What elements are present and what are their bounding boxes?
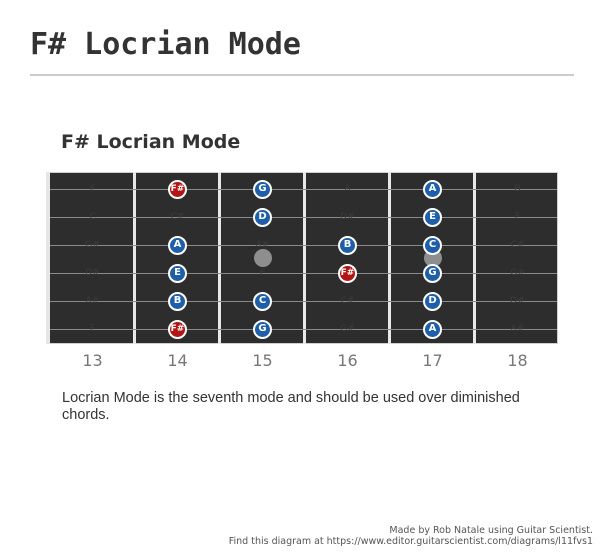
- credits: Made by Rob Natale using Guitar Scientis…: [229, 525, 593, 547]
- guitar-string: [50, 217, 557, 218]
- diagram-caption: Locrian Mode is the seventh mode and sho…: [62, 390, 520, 423]
- scale-note-marker: A: [423, 179, 442, 199]
- title-divider: [30, 74, 574, 76]
- guitar-string: [50, 245, 557, 246]
- scale-note-marker: G: [253, 319, 272, 339]
- ghost-note-label: F: [89, 324, 96, 334]
- credits-link[interactable]: Find this diagram at https://www.editor.…: [228, 536, 593, 547]
- fret-number-label: 18: [507, 351, 528, 370]
- scale-note-marker: G: [253, 179, 272, 199]
- ghost-note-label: A#: [85, 296, 100, 306]
- ghost-note-label: G#: [85, 240, 100, 250]
- fret-wire: [473, 172, 476, 344]
- scale-note-marker: B: [338, 235, 357, 255]
- fret-wire: [303, 172, 306, 344]
- ghost-note-label: D#: [510, 296, 525, 306]
- ghost-note-label: B: [514, 184, 521, 194]
- fret-wire: [218, 172, 221, 344]
- diagram-title: F# Locrian Mode: [61, 131, 241, 153]
- ghost-note-label: D#: [85, 268, 100, 278]
- ghost-note-label: A#: [255, 240, 270, 250]
- root-note-marker: F#: [168, 319, 187, 339]
- scale-note-marker: C: [423, 235, 442, 255]
- fret-wire: [133, 172, 136, 344]
- ghost-note-label: F: [89, 184, 96, 194]
- fret-number-label: 16: [337, 351, 358, 370]
- fret-number-label: 14: [167, 351, 188, 370]
- guitar-string: [50, 189, 557, 190]
- root-note-marker: F#: [338, 263, 357, 283]
- page-title: F# Locrian Mode: [30, 27, 301, 62]
- scale-note-marker: A: [168, 235, 187, 255]
- scale-note-marker: B: [168, 291, 187, 311]
- fretboard: [46, 172, 558, 344]
- ghost-note-label: G#: [510, 268, 525, 278]
- scale-note-marker: C: [253, 291, 272, 311]
- ghost-note-label: C#: [510, 240, 525, 250]
- fret-wire: [388, 172, 391, 344]
- guitar-string: [50, 301, 557, 302]
- ghost-note-label: F: [514, 212, 521, 222]
- ghost-note-label: F: [259, 268, 266, 278]
- ghost-note-label: A: [344, 184, 351, 194]
- ghost-note-label: C: [89, 212, 96, 222]
- scale-note-marker: E: [423, 207, 442, 227]
- fret-number-label: 17: [422, 351, 443, 370]
- fret-number-label: 15: [252, 351, 273, 370]
- scale-note-marker: G: [423, 263, 442, 283]
- ghost-note-label: A#: [510, 324, 525, 334]
- guitar-string: [50, 273, 557, 274]
- fretboard-nut: [46, 172, 50, 344]
- ghost-note-label: G#: [340, 324, 355, 334]
- scale-note-marker: A: [423, 319, 442, 339]
- fret-inlay-dot: [253, 249, 272, 267]
- guitar-string: [50, 329, 557, 330]
- scale-note-marker: D: [423, 291, 442, 311]
- fret-number-label: 13: [82, 351, 103, 370]
- ghost-note-label: C#: [170, 212, 185, 222]
- ghost-note-label: C#: [340, 296, 355, 306]
- credits-author: Made by Rob Natale using Guitar Scientis…: [389, 525, 593, 536]
- scale-note-marker: E: [168, 263, 187, 283]
- root-note-marker: F#: [168, 179, 187, 199]
- ghost-note-label: D#: [340, 212, 355, 222]
- scale-note-marker: D: [253, 207, 272, 227]
